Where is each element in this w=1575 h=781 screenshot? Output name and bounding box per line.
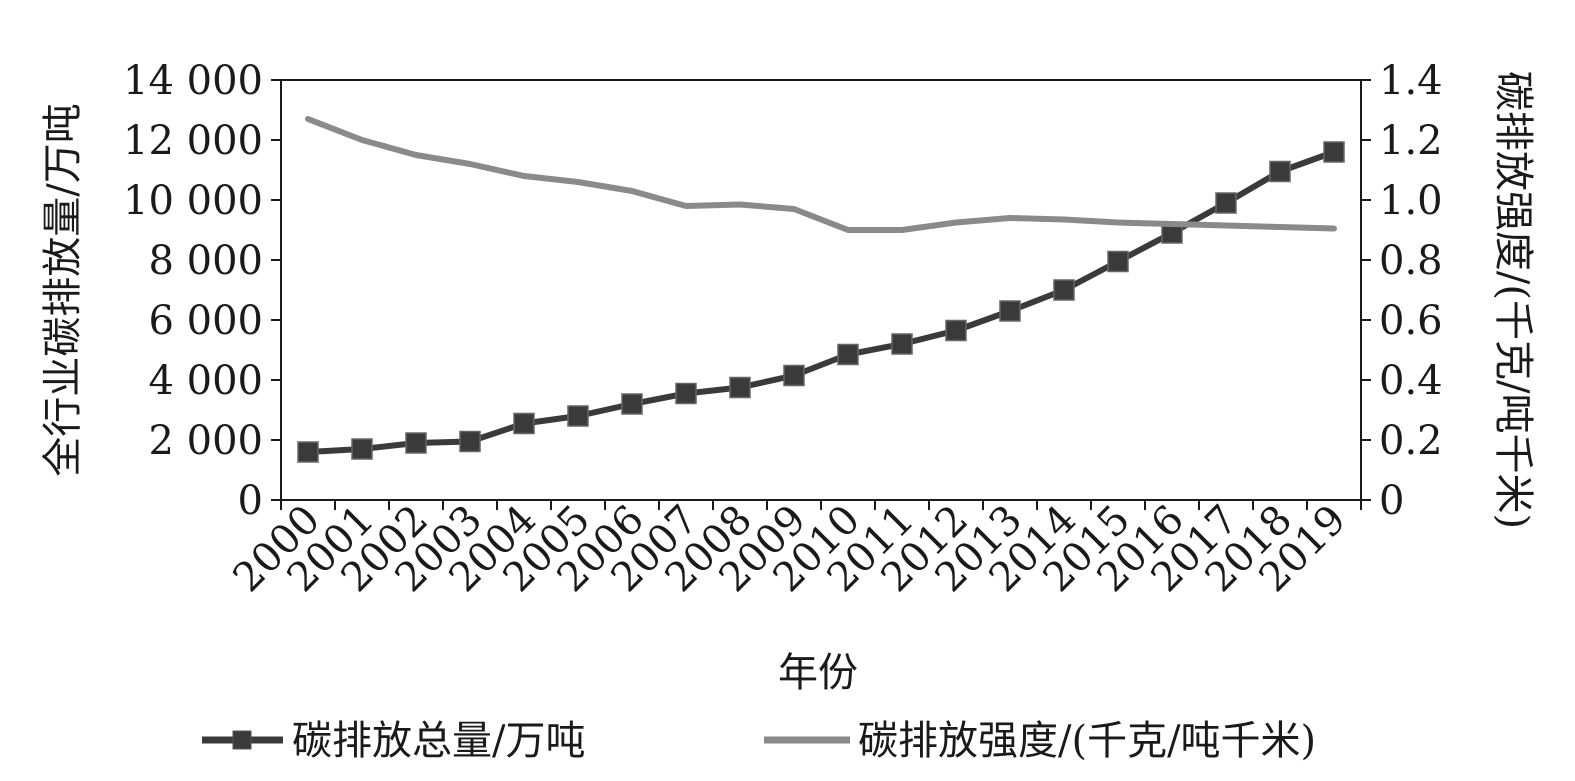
y-left-tick-label: 0 <box>238 478 263 524</box>
y-left-tick-label: 4 000 <box>148 358 263 404</box>
series-point-0 <box>513 412 535 435</box>
y-right-tick-label: 0.8 <box>1379 238 1443 284</box>
series-point-0 <box>1107 250 1129 273</box>
plot-frame <box>280 79 1362 501</box>
legend: 碳排放总量/万吨 碳排放强度/(千克/吨千米) <box>202 718 1316 764</box>
series-point-0 <box>297 441 319 463</box>
y-right-tick-label: 0.2 <box>1379 418 1443 464</box>
series-point-0 <box>783 364 805 387</box>
y-left-tick-label: 14 000 <box>123 58 263 104</box>
series-point-0 <box>945 319 967 342</box>
series-point-0 <box>999 300 1021 322</box>
ticks-group: 0 2 000 4 000 6 000 8 000 10 000 12 000 14 000 0… <box>123 58 1443 601</box>
series-point-0 <box>1269 160 1291 183</box>
series-point-0 <box>405 432 427 454</box>
series-point-0 <box>567 405 589 427</box>
x-axis-title: 年份 <box>778 650 858 696</box>
y-right-tick-label: 1.0 <box>1379 178 1443 224</box>
y-right-tick-label: 0.4 <box>1379 358 1443 404</box>
series-point-0 <box>459 430 481 453</box>
y-right-tick-label: 0.6 <box>1379 298 1443 344</box>
y-left-tick-label: 10 000 <box>123 178 263 224</box>
legend-item-intensity: 碳排放强度/(千克/吨千米) <box>764 718 1316 764</box>
series-point-0 <box>621 393 643 415</box>
axis-titles-group: 全行业碳排放量/万吨 碳排放强度/(千克/吨千米) 年份 <box>40 71 1536 696</box>
axes-group <box>280 79 1362 501</box>
series-group <box>297 116 1345 463</box>
legend-item-total: 碳排放总量/万吨 <box>202 718 585 764</box>
y-left-tick-label: 6 000 <box>148 298 263 344</box>
series-point-0 <box>675 382 697 405</box>
series-point-0 <box>1215 192 1237 214</box>
series-point-0 <box>1053 279 1075 301</box>
y-right-tick-label: 1.4 <box>1379 58 1443 104</box>
series-point-0 <box>1323 141 1345 163</box>
legend-label-total: 碳排放总量/万吨 <box>292 718 585 764</box>
y-left-tick-label: 2 000 <box>148 418 263 464</box>
series-point-0 <box>837 343 859 366</box>
y-axis-left-title: 全行业碳排放量/万吨 <box>40 103 86 476</box>
series-point-0 <box>729 376 751 399</box>
y-axis-right-title: 碳排放强度/(千克/吨千米) <box>1490 71 1536 529</box>
y-right-tick-label: 0 <box>1379 478 1404 524</box>
series-line-0 <box>305 149 1337 455</box>
series-point-0 <box>891 333 913 355</box>
y-right-tick-label: 1.2 <box>1379 118 1443 164</box>
legend-label-intensity: 碳排放强度/(千克/吨千米) <box>858 718 1316 764</box>
y-left-tick-label: 8 000 <box>148 238 263 284</box>
legend-swatch-total-marker <box>232 730 252 750</box>
series-line-1 <box>305 116 1337 233</box>
y-left-tick-label: 12 000 <box>123 118 263 164</box>
series-point-0 <box>351 438 373 460</box>
